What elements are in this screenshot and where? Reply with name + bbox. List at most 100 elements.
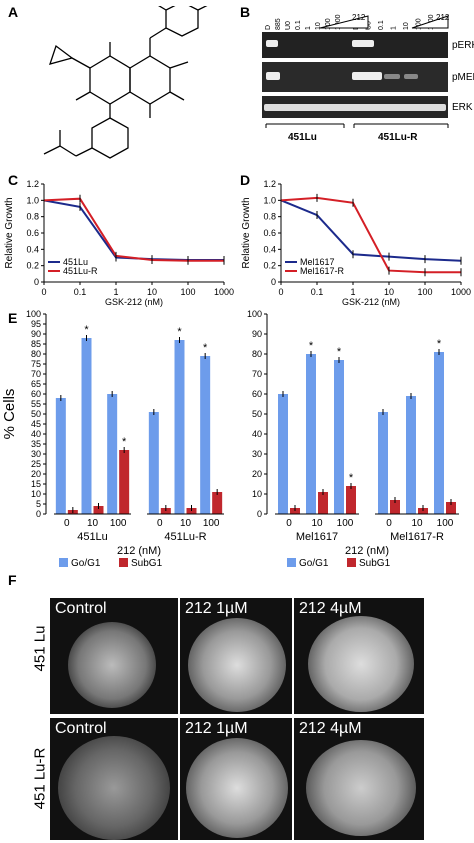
x-tick-label: 1 [350, 287, 355, 297]
significance-star: * [309, 340, 314, 352]
y-tick-label: 0.4 [26, 244, 39, 254]
y-tick-label: 0 [34, 277, 39, 287]
panel-label-d: D [240, 172, 251, 188]
legend-swatch [59, 558, 68, 567]
significance-star: * [203, 342, 208, 354]
y-tick-label: 0.6 [263, 228, 276, 238]
band-signal [404, 74, 418, 79]
y-tick-label: 90 [31, 329, 41, 339]
bar-g0g1 [148, 412, 159, 514]
x-tick-label: 100 [203, 518, 220, 529]
x-tick-label: 0.1 [74, 287, 87, 297]
micrograph-451lu-r-4um: 212 4µM [294, 718, 424, 840]
y-tick-label: 50 [252, 409, 262, 419]
y-tick-label: 90 [252, 329, 262, 339]
y-tick-label: 1.0 [263, 195, 276, 205]
x-tick-label: 10 [384, 287, 394, 297]
x-tick-label: 10 [147, 287, 157, 297]
micrograph-451lu-r-1um: 212 1µM [180, 718, 292, 840]
row-label-451lu: 451 Lu [31, 625, 49, 672]
bar-g0g1 [378, 412, 388, 514]
band-signal [264, 104, 446, 111]
x-tick-label: 0.1 [311, 287, 324, 297]
chemical-structure [43, 6, 208, 159]
bar-subg1 [212, 492, 223, 514]
x-tick-label: 0 [64, 518, 70, 529]
significance-star: * [349, 472, 354, 484]
group-label: Mel1617 [296, 531, 338, 543]
y-tick-label: 100 [247, 309, 262, 319]
x-tick-label: 10 [311, 518, 323, 529]
significance-star: * [337, 346, 342, 358]
lane-label: 100 [416, 18, 423, 30]
x-tick-label: 10 [411, 518, 423, 529]
series-line [43, 197, 224, 262]
x-tick-label: 0 [286, 518, 292, 529]
micrograph-451lu-4um: 212 4µM [294, 598, 424, 714]
spheroid [186, 738, 288, 838]
y-tick-label: 70 [31, 369, 41, 379]
y-tick-label: 0.8 [263, 212, 276, 222]
y-tick-label: 25 [31, 459, 41, 469]
series-line [280, 199, 462, 262]
bar-g0g1 [306, 354, 316, 514]
y-tick-label: 0.8 [26, 212, 39, 222]
bar-g0g1 [55, 398, 66, 514]
y-tick-label: 10 [31, 489, 41, 499]
significance-star: * [177, 326, 182, 338]
legend-label: Mel1617 [300, 257, 335, 267]
legend-label: SubG1 [359, 558, 391, 569]
legend-label: SubG1 [131, 558, 163, 569]
spheroid [68, 622, 156, 708]
bar-g0g1 [174, 340, 185, 514]
y-tick-label: 85 [31, 339, 41, 349]
band-signal [266, 72, 280, 80]
lane-label: U0 [366, 21, 373, 30]
group-label: 451Lu [77, 531, 108, 543]
y-tick-label: 1.2 [26, 179, 39, 189]
x-tick-label: 0 [278, 287, 283, 297]
bar-subg1 [93, 506, 104, 514]
y-tick-label: 40 [252, 429, 262, 439]
wedge-label-right: 212 [436, 13, 450, 22]
legend-label: 451Lu [63, 257, 88, 267]
y-tick-label: 15 [31, 479, 41, 489]
y-tick-label: 45 [31, 419, 41, 429]
y-tick-label: 80 [252, 349, 262, 359]
lane-label: 1000 [335, 14, 342, 30]
band-label-perk: pERK [452, 40, 474, 51]
y-tick-label: 1.0 [26, 195, 39, 205]
y-tick-label: 50 [31, 409, 41, 419]
wedge-right [411, 15, 449, 29]
y-tick-label: 0.2 [263, 261, 276, 271]
bar-subg1 [390, 500, 400, 514]
wedge-label-left: 212 [352, 13, 366, 22]
panel-label-b: B [240, 4, 251, 20]
x-tick-label: 10 [87, 518, 99, 529]
spheroid [188, 618, 286, 712]
x-tick-label: 100 [417, 287, 432, 297]
y-tick-label: 80 [31, 349, 41, 359]
legend-swatch [287, 558, 296, 567]
lane-label: 1 [305, 26, 312, 30]
bar-g0g1 [334, 360, 344, 514]
y-tick-label: 40 [31, 429, 41, 439]
y-tick-label: 0 [36, 509, 41, 519]
legend-label: Go/G1 [71, 558, 101, 569]
x-tick-label: 100 [337, 518, 354, 529]
y-tick-label: 0.4 [263, 244, 276, 254]
y-tick-label: 5 [36, 499, 41, 509]
y-tick-label: 75 [31, 359, 41, 369]
lane-label: 10 [315, 22, 322, 30]
x-axis-label: 212 (nM) [345, 545, 389, 557]
y-tick-label: 20 [31, 469, 41, 479]
y-tick-label: 30 [252, 449, 262, 459]
y-tick-label: 100 [26, 309, 41, 319]
bar-subg1 [318, 492, 328, 514]
lane-label: 10 [403, 22, 410, 30]
micrograph-451lu-control: Control [50, 598, 178, 714]
y-axis-label: Relative Growth [241, 197, 252, 268]
group-label: 451Lu-R [164, 531, 206, 543]
lane-label: U0 [285, 21, 292, 30]
